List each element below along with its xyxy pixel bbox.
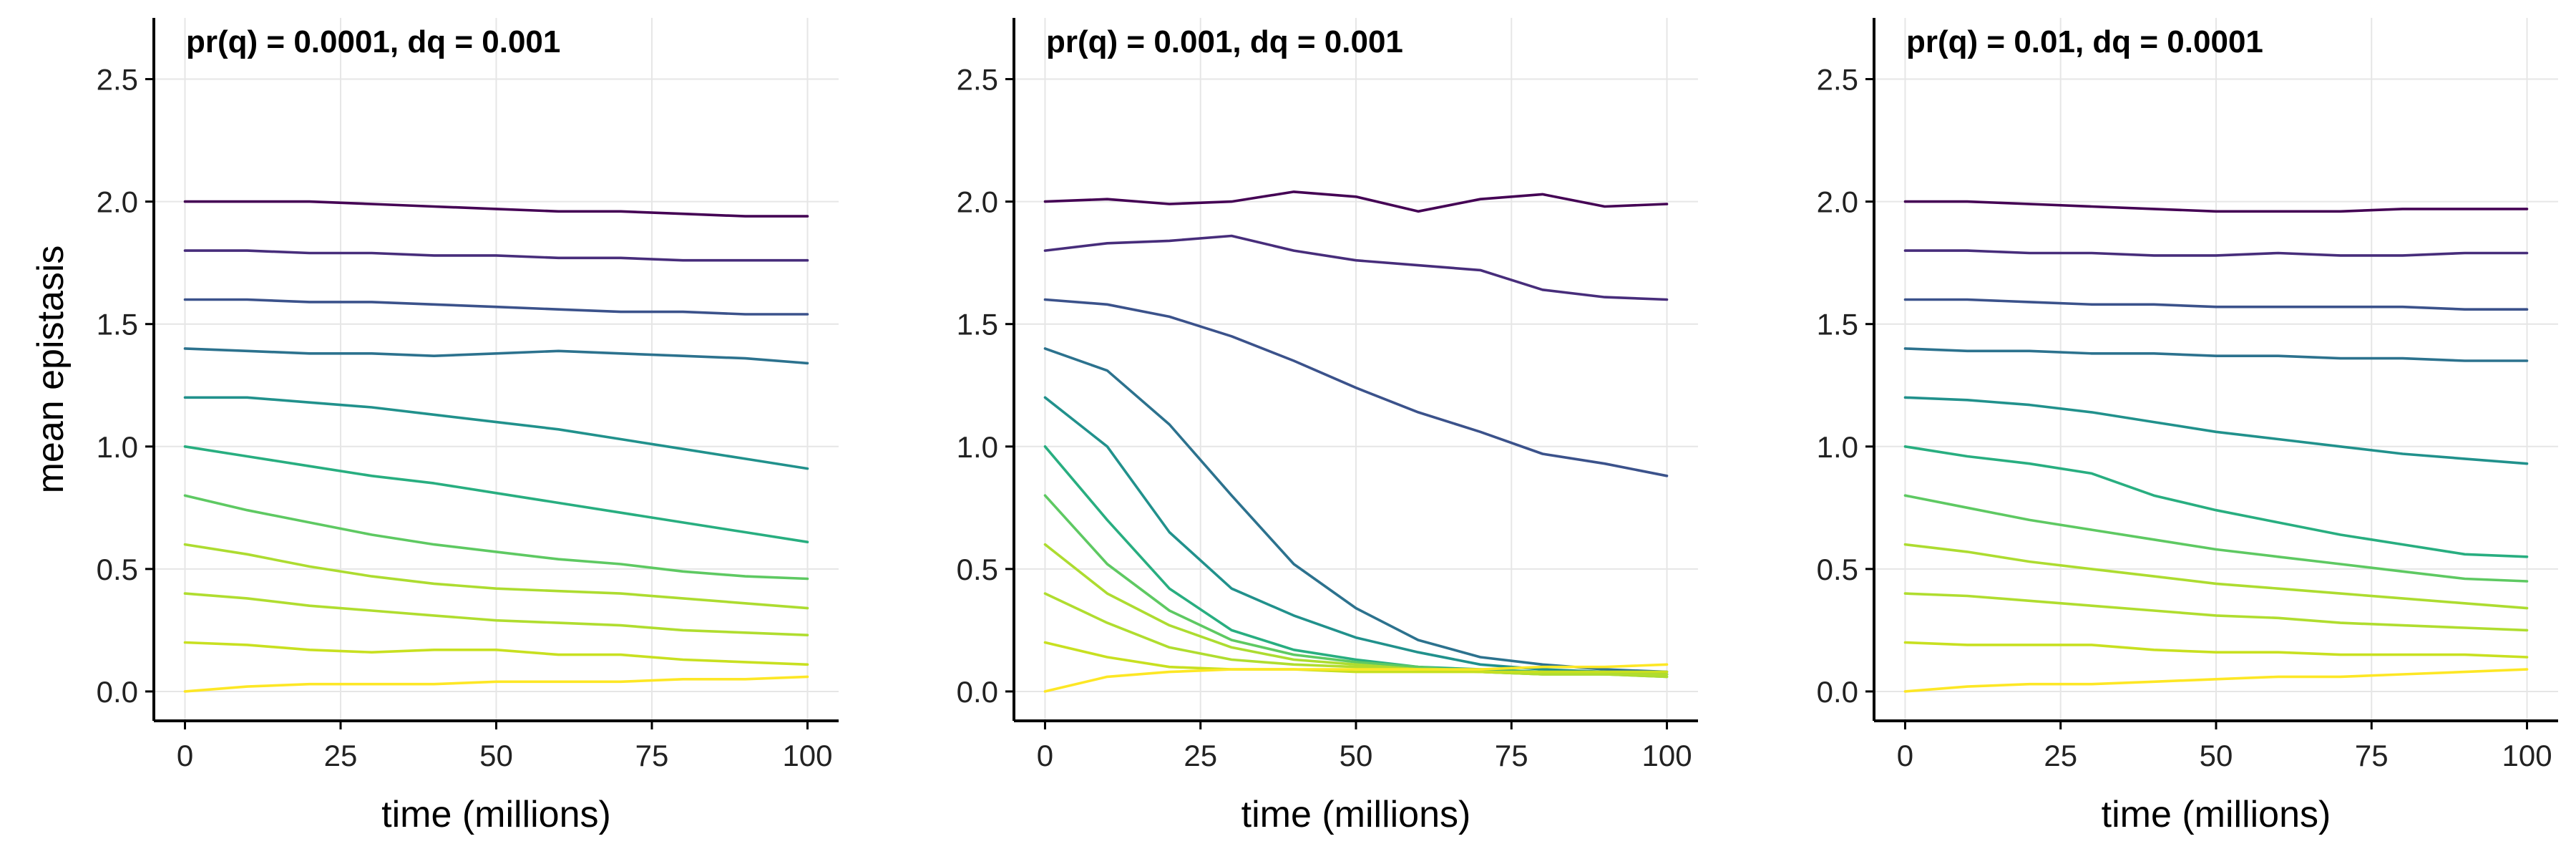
x-tick-label: 50 bbox=[479, 739, 513, 772]
x-tick-label: 100 bbox=[782, 739, 832, 772]
series-line-7 bbox=[183, 494, 809, 581]
series-lines bbox=[1903, 200, 2529, 693]
series-line-3 bbox=[1043, 298, 1669, 477]
series-line-4 bbox=[1903, 347, 2529, 362]
panel-title: pr(q) = 0.01, dq = 0.0001 bbox=[1906, 24, 2263, 59]
y-tick-label: 0.5 bbox=[97, 553, 138, 586]
series-line-4 bbox=[183, 347, 809, 365]
series-line-10 bbox=[1903, 641, 2529, 659]
x-tick-label: 75 bbox=[2355, 739, 2389, 772]
x-tick-label: 50 bbox=[2200, 739, 2233, 772]
y-tick-label: 1.0 bbox=[957, 430, 998, 464]
series-line-2 bbox=[1043, 234, 1669, 301]
series-lines bbox=[183, 200, 809, 693]
series-line-9 bbox=[1043, 592, 1669, 676]
series-line-3 bbox=[1903, 298, 2529, 311]
gridlines bbox=[154, 18, 839, 721]
series-line-6 bbox=[1903, 445, 2529, 558]
y-tick-label: 1.5 bbox=[957, 308, 998, 341]
series-line-5 bbox=[1903, 396, 2529, 465]
series-line-6 bbox=[183, 445, 809, 544]
series-line-1 bbox=[1903, 200, 2529, 213]
panel-title: pr(q) = 0.0001, dq = 0.001 bbox=[186, 24, 560, 59]
x-tick-label: 25 bbox=[2044, 739, 2077, 772]
y-tick-label: 0.5 bbox=[1817, 553, 1858, 586]
x-tick-label: 100 bbox=[1642, 739, 1692, 772]
series-line-11 bbox=[1903, 668, 2529, 693]
series-line-2 bbox=[183, 249, 809, 262]
x-tick-label: 0 bbox=[1037, 739, 1053, 772]
y-tick-label: 2.5 bbox=[1817, 63, 1858, 97]
x-tick-label: 0 bbox=[177, 739, 193, 772]
chart-panel-1: 0.0 0.5 1.0 1.5 2.0 2.5 0 25 50 75 100 pr(q) = 0.00… bbox=[30, 18, 839, 835]
panel-title: pr(q) = 0.001, dq = 0.001 bbox=[1046, 24, 1403, 59]
series-line-3 bbox=[183, 298, 809, 316]
x-axis-title: time (millions) bbox=[381, 794, 611, 835]
x-tick-label: 50 bbox=[1340, 739, 1373, 772]
y-tick-label: 0.5 bbox=[957, 553, 998, 586]
y-tick-label: 2.0 bbox=[957, 185, 998, 219]
x-tick-label: 75 bbox=[635, 739, 669, 772]
x-tick-label: 25 bbox=[324, 739, 358, 772]
y-tick-label: 0.0 bbox=[1817, 675, 1858, 709]
series-line-8 bbox=[183, 543, 809, 610]
series-line-1 bbox=[183, 200, 809, 218]
y-tick-label: 1.5 bbox=[1817, 308, 1858, 341]
y-tick-label: 2.0 bbox=[1817, 185, 1858, 219]
series-line-10 bbox=[183, 641, 809, 666]
series-lines bbox=[1043, 190, 1669, 693]
y-axis-title: mean epistasis bbox=[30, 246, 72, 494]
series-line-8 bbox=[1903, 543, 2529, 610]
y-tick-label: 1.5 bbox=[97, 308, 138, 341]
series-line-9 bbox=[183, 592, 809, 637]
series-line-9 bbox=[1903, 592, 2529, 632]
x-tick-label: 25 bbox=[1184, 739, 1217, 772]
series-line-11 bbox=[1043, 663, 1669, 693]
series-line-7 bbox=[1903, 494, 2529, 583]
series-line-2 bbox=[1903, 249, 2529, 257]
y-tick-label: 0.0 bbox=[97, 675, 138, 709]
series-line-11 bbox=[183, 675, 809, 693]
y-tick-label: 2.5 bbox=[957, 63, 998, 97]
y-tick-label: 2.5 bbox=[97, 63, 138, 97]
series-line-5 bbox=[1043, 396, 1669, 676]
y-tick-label: 1.0 bbox=[1817, 430, 1858, 464]
series-line-5 bbox=[183, 396, 809, 470]
x-axis-title: time (millions) bbox=[1241, 794, 1471, 835]
series-line-1 bbox=[1043, 190, 1669, 213]
x-tick-label: 75 bbox=[1495, 739, 1528, 772]
y-tick-label: 1.0 bbox=[97, 430, 138, 464]
chart-panel-3: 0.0 0.5 1.0 1.5 2.0 2.5 0 25 50 75 100 pr(q) = 0.01… bbox=[1817, 18, 2558, 835]
x-tick-label: 0 bbox=[1897, 739, 1913, 772]
x-axis-title: time (millions) bbox=[2102, 794, 2331, 835]
chart-panel-2: 0.0 0.5 1.0 1.5 2.0 2.5 0 25 50 75 100 pr(q) = 0.00… bbox=[957, 18, 1698, 835]
y-tick-label: 0.0 bbox=[957, 675, 998, 709]
y-tick-label: 2.0 bbox=[97, 185, 138, 219]
series-line-10 bbox=[1043, 641, 1669, 674]
gridlines bbox=[1014, 18, 1698, 721]
x-tick-label: 100 bbox=[2502, 739, 2552, 772]
